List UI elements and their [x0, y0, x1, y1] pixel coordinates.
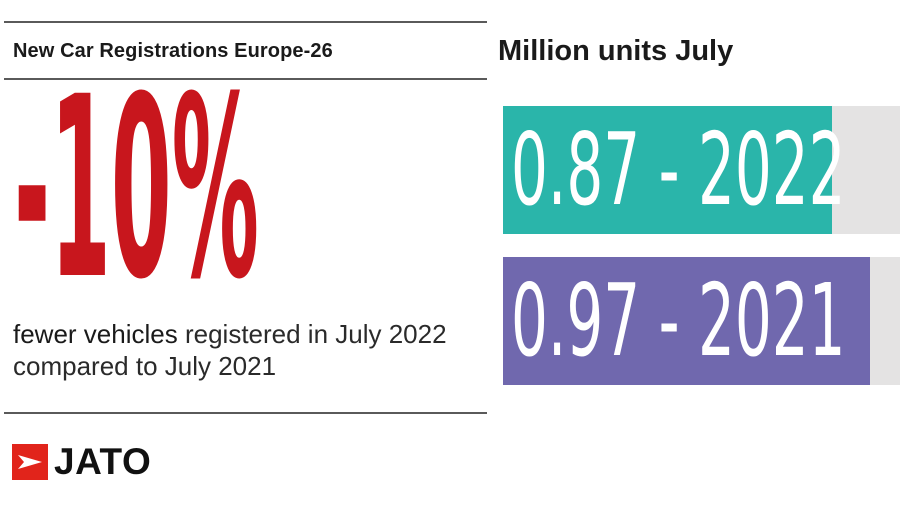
bar-label-2021: 0.97 - 2021 [511, 262, 846, 379]
bar-track-2021: 0.97 - 2021 [503, 257, 900, 385]
jato-logo-text: JATO [54, 441, 152, 482]
bar-2021 [503, 257, 870, 385]
caption-rest: registered in July 2022 [177, 319, 447, 349]
top-divider [4, 21, 487, 23]
headline-text: -10% [14, 75, 259, 290]
jato-logo-mark-icon [12, 444, 48, 480]
headline-percent-graphic: -10% [14, 75, 259, 290]
caption: fewer vehicles registered in July 2022 c… [13, 318, 447, 382]
bar-track-2022: 0.87 - 2022 [503, 106, 900, 234]
left-title: New Car Registrations Europe-26 [13, 40, 333, 62]
caption-emphasis: fewer vehicles [13, 319, 178, 349]
bar-2022 [503, 106, 832, 234]
chart-title: Million units July [498, 35, 734, 67]
bottom-divider [4, 412, 487, 414]
title-divider [4, 78, 487, 80]
caption-line-1: fewer vehicles registered in July 2022 [13, 318, 447, 350]
jato-logo: JATO [12, 441, 152, 482]
headline-percent: -10% [14, 75, 264, 290]
caption-line-2: compared to July 2021 [13, 351, 277, 381]
bar-label-2022: 0.87 - 2022 [511, 111, 846, 228]
